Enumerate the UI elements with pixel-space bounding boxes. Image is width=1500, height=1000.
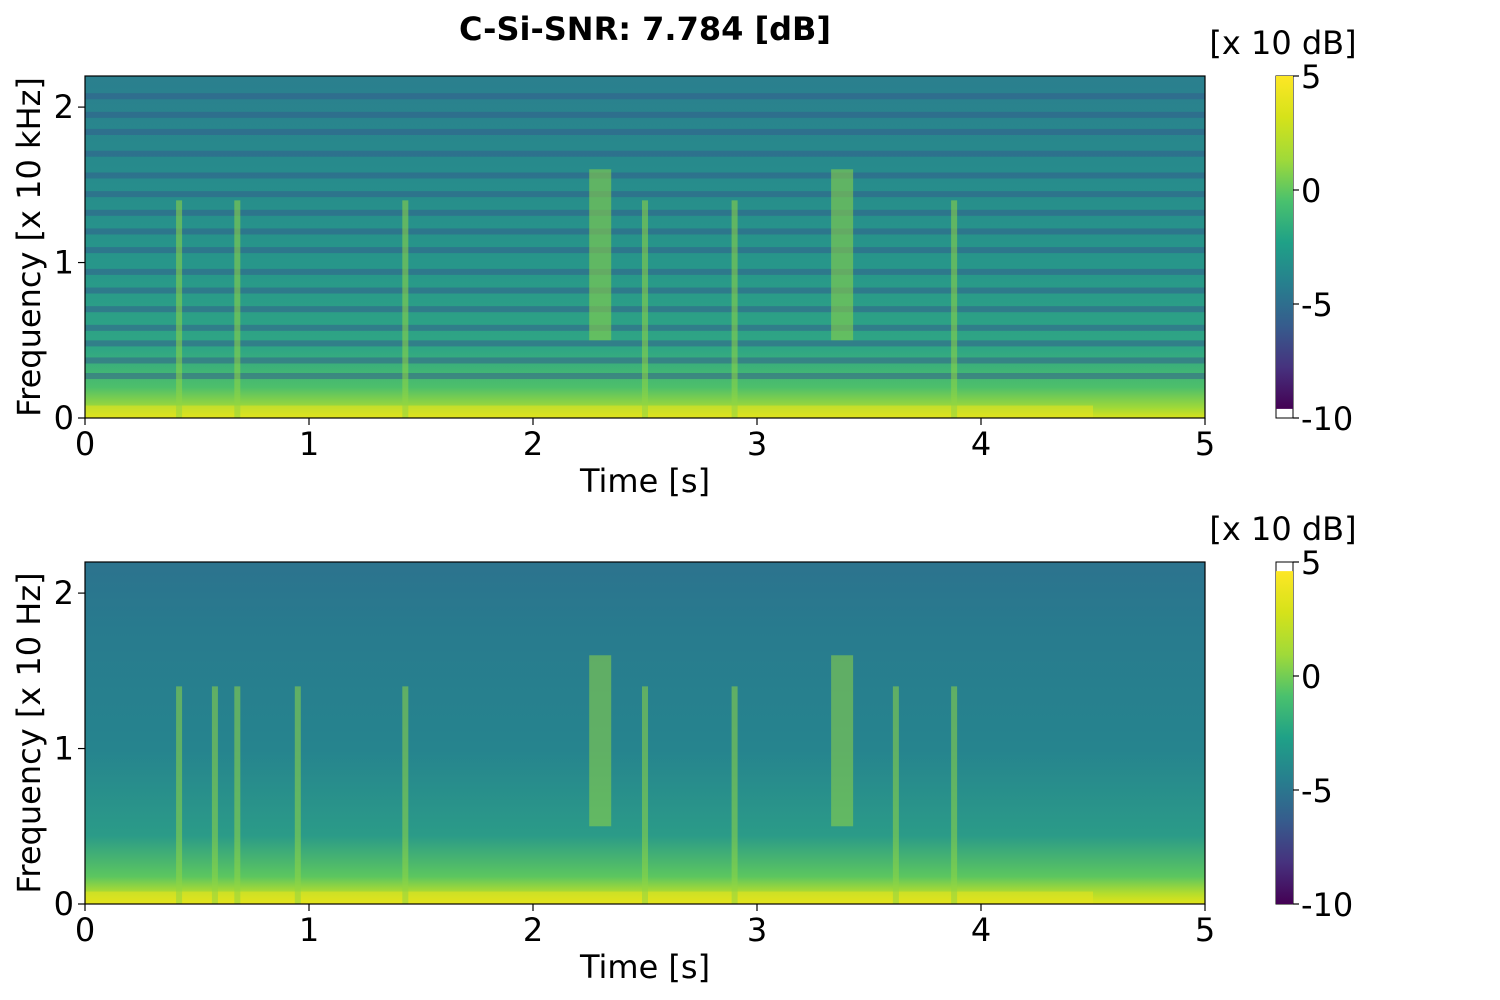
colorbar-tick-label-2: -5 — [1301, 772, 1333, 810]
harmonic-band-10 — [85, 191, 1205, 198]
harmonic-band-15 — [85, 93, 1205, 100]
low-frequency-floor — [85, 891, 1093, 904]
x-tick-label-3: 3 — [747, 425, 767, 463]
y-tick-label-0: 0 — [54, 399, 74, 437]
spectrogram-panel-bottom: 0 1 2 3 4 5 0 1 2 Time [s] Frequency [x 10 Hz] 5… — [10, 510, 1357, 986]
colorbar-tick-label-3: -10 — [1301, 886, 1353, 924]
spectrogram-top-image — [85, 76, 1205, 418]
colorbar-top-ticks: 5 0 -5 -10 — [1293, 58, 1353, 438]
transient-6 — [731, 686, 738, 904]
transient-3 — [642, 200, 648, 418]
transient-4 — [731, 200, 738, 418]
colorbar-top-unit: [x 10 dB] — [1209, 24, 1356, 62]
harmonic-band-13 — [85, 128, 1205, 135]
x-tick-label-0: 0 — [75, 911, 95, 949]
harmonic-band-14 — [85, 111, 1205, 118]
spectrogram-top-layers — [85, 76, 1205, 418]
x-tick-label-0: 0 — [75, 425, 95, 463]
spectrogram-top-frame — [84, 75, 1206, 419]
colorbar-tick-label-0: 5 — [1301, 544, 1321, 582]
spectrogram-bottom-image — [85, 562, 1205, 904]
colorbar-tick-label-2: -5 — [1301, 286, 1333, 324]
x-tick-label-2: 2 — [523, 425, 543, 463]
colorbar-tick-label-3: -10 — [1301, 400, 1353, 438]
burst-0 — [589, 655, 612, 827]
spectrogram-bottom-frame — [84, 561, 1206, 905]
burst-0 — [589, 169, 612, 341]
colorbar-bottom-ticks: 5 0 -5 -10 — [1293, 544, 1353, 924]
colorbar-bottom-gradient — [1276, 571, 1293, 904]
burst-1 — [831, 655, 854, 827]
x-tick-label-3: 3 — [747, 911, 767, 949]
y-axis-label-bottom: Frequency [x 10 Hz] — [10, 572, 48, 893]
burst-1 — [831, 169, 854, 341]
transient-0 — [176, 686, 183, 904]
transient-2 — [234, 686, 241, 904]
transient-8 — [951, 686, 958, 904]
x-tick-label-4: 4 — [971, 425, 991, 463]
transient-4 — [402, 686, 409, 904]
x-tick-label-1: 1 — [299, 911, 319, 949]
transient-5 — [951, 200, 958, 418]
x-axis-label-top: Time [s] — [579, 462, 710, 500]
chart-title: C-Si-SNR: 7.784 [dB] — [459, 10, 831, 48]
colorbar-tick-label-0: 5 — [1301, 58, 1321, 96]
spectrogram-bottom-layers — [85, 562, 1205, 904]
axes-top: 0 1 2 3 4 5 0 1 2 — [54, 88, 1216, 463]
x-tick-label-5: 5 — [1195, 911, 1215, 949]
x-axis-label-bottom: Time [s] — [579, 948, 710, 986]
y-tick-label-2: 2 — [54, 88, 74, 126]
y-tick-label-0: 0 — [54, 885, 74, 923]
x-tick-label-4: 4 — [971, 911, 991, 949]
transient-2 — [402, 200, 409, 418]
transient-1 — [234, 200, 241, 418]
colorbar-tick-label-1: 0 — [1301, 658, 1321, 696]
colorbar-bottom-unit: [x 10 dB] — [1209, 510, 1356, 548]
y-tick-label-1: 1 — [54, 730, 74, 768]
y-axis-label-top: Frequency [x 10 kHz] — [10, 77, 48, 417]
axes-bottom: 0 1 2 3 4 5 0 1 2 — [54, 574, 1216, 949]
y-tick-label-1: 1 — [54, 244, 74, 282]
x-tick-label-5: 5 — [1195, 425, 1215, 463]
colorbar-top: 5 0 -5 -10 [x 10 dB] — [1209, 24, 1356, 438]
transient-1 — [211, 686, 218, 904]
transient-3 — [294, 686, 301, 904]
low-frequency-floor — [85, 405, 1093, 418]
transient-5 — [642, 686, 648, 904]
x-tick-label-1: 1 — [299, 425, 319, 463]
colorbar-top-gradient — [1276, 76, 1293, 409]
harmonic-band-11 — [85, 172, 1205, 179]
x-tick-label-2: 2 — [523, 911, 543, 949]
y-tick-label-2: 2 — [54, 574, 74, 612]
harmonic-band-12 — [85, 150, 1205, 157]
transient-7 — [892, 686, 899, 904]
colorbar-bottom: 5 0 -5 -10 [x 10 dB] — [1209, 510, 1356, 924]
transient-0 — [176, 200, 183, 418]
colorbar-tick-label-1: 0 — [1301, 172, 1321, 210]
